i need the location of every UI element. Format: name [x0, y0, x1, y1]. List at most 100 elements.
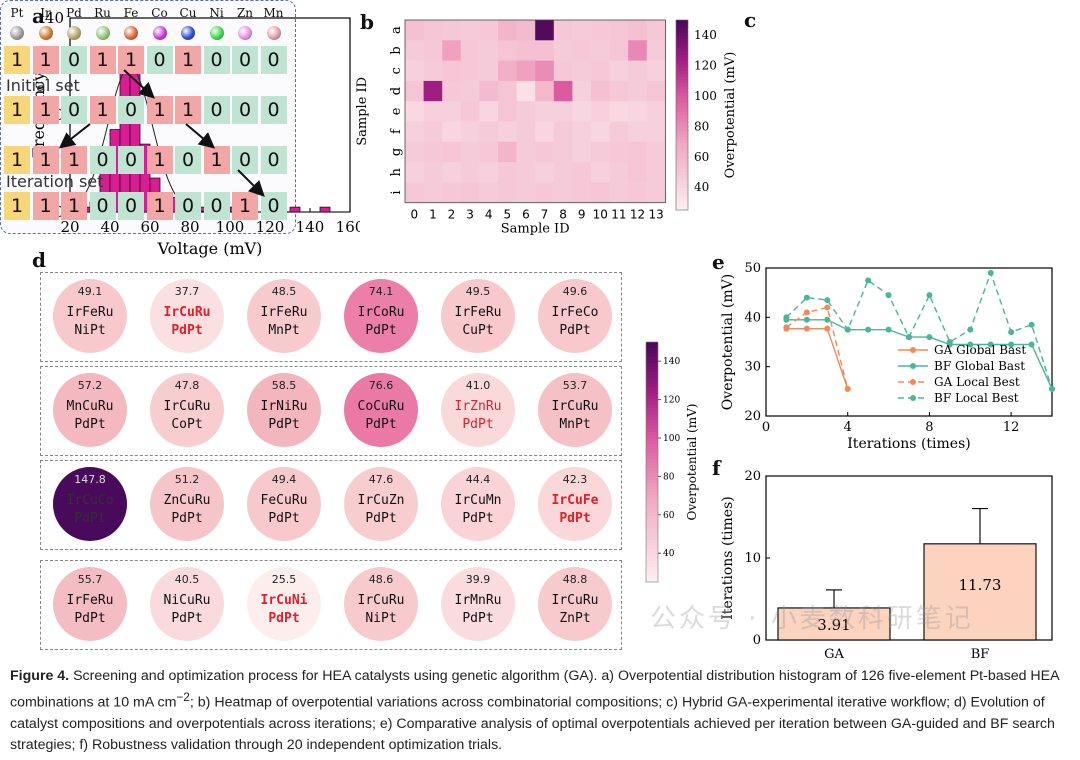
robustness-bar-chart: 3.91 GA 11.73 BF 0 10 20 Iterations (times) — [720, 469, 1053, 662]
composition-line-1: IrCuRu — [551, 593, 599, 608]
composition-line-1: CoCuRu — [357, 399, 405, 414]
legend-label: BF Global Bast — [934, 359, 1025, 373]
heatmap-cell — [553, 80, 573, 102]
series-point — [824, 325, 831, 332]
heatmap-cell — [479, 60, 499, 82]
colorbar-segment — [676, 121, 688, 125]
overpotential-value: 39.9 — [465, 573, 491, 586]
heatmap-cell — [628, 182, 648, 204]
histogram-bar — [319, 206, 331, 213]
gene-cell: 1 — [146, 96, 173, 124]
heatmap-cell — [423, 101, 443, 122]
colorbar-segment — [646, 357, 658, 361]
colorbar-segment — [646, 468, 658, 472]
heatmap-cell — [628, 80, 648, 102]
colorbar-segment — [676, 118, 688, 122]
colorbar-segment — [676, 54, 688, 59]
colorbar-segment — [676, 39, 688, 43]
heatmap-cell — [628, 20, 648, 41]
colorbar-segment — [646, 423, 658, 427]
heatmap-cell — [591, 80, 610, 102]
panel-label-e: e — [712, 250, 725, 274]
composition-line-1: IrFeRu — [66, 305, 114, 320]
gene-cell: 1 — [203, 146, 230, 174]
colorbar-segment — [676, 184, 688, 189]
panel-label-d: d — [32, 248, 46, 272]
gene-cell: 0 — [203, 96, 230, 124]
heatmap-cell — [646, 121, 666, 143]
gene-cell: 0 — [260, 46, 287, 74]
colorbar-segment — [646, 576, 658, 580]
colorbar-segment — [646, 348, 658, 352]
heatmap-y-tick: a — [389, 26, 404, 34]
heatmap-cell — [479, 101, 499, 122]
composition-line-1: IrCuRu — [163, 399, 211, 414]
heatmap-cell — [498, 60, 517, 82]
heatmap-cell — [553, 60, 573, 82]
composition-line-2: NiPt — [74, 323, 106, 338]
heatmap-cell — [479, 182, 499, 204]
composition-line-1: IrCuRu — [357, 593, 405, 608]
series-point — [824, 297, 831, 304]
composition-line-1: IrFeRu — [454, 305, 502, 320]
composition-line-2: MnPt — [559, 417, 591, 432]
heatmap-x-tick: 11 — [611, 208, 626, 222]
heatmap-cell — [535, 20, 555, 41]
colorbar-segment — [676, 96, 688, 100]
composition-line-1: IrFeRu — [66, 593, 114, 608]
colorbar-segment — [646, 402, 658, 406]
overpotential-value: 51.2 — [174, 473, 200, 486]
heatmap-cell — [609, 60, 629, 82]
series-point — [803, 294, 810, 301]
colorbar-segment — [676, 83, 688, 87]
gene-cell: 1 — [32, 96, 59, 124]
heatmap-x-tick: 0 — [410, 208, 418, 222]
colorbar-segment — [676, 115, 688, 119]
colorbar-tick-label: 80 — [694, 119, 709, 133]
heatmap-cell — [553, 40, 573, 61]
colorbar-segment — [646, 555, 658, 559]
heatmap-cell — [405, 80, 424, 102]
heatmap-cell — [405, 141, 424, 163]
heatmap-cell — [553, 162, 573, 183]
overpotential-value: 48.6 — [368, 573, 394, 586]
colorbar-segment — [676, 130, 688, 135]
heatmap-cell — [572, 182, 592, 204]
colorbar-segment — [646, 396, 658, 400]
x-axis-label: Voltage (mV) — [157, 239, 263, 258]
initial-set-label: Initial set — [6, 76, 80, 95]
overpotential-value: 48.8 — [562, 573, 588, 586]
heatmap-cell — [405, 60, 424, 82]
element-ball-icon — [10, 26, 24, 40]
colorbar-segment — [646, 498, 658, 502]
gene-cell: 1 — [32, 192, 59, 220]
colorbar-tick-label: 40 — [694, 180, 709, 194]
heatmap-x-tick: 2 — [448, 208, 456, 222]
heatmap-cell — [498, 182, 517, 204]
heatmap-cell — [460, 80, 480, 102]
colorbar-segment — [646, 393, 658, 397]
heatmap-cell — [405, 162, 424, 183]
colorbar-segment — [646, 399, 658, 403]
heatmap-cell — [572, 101, 592, 122]
heatmap-cell — [591, 121, 610, 143]
gene-cell: 1 — [4, 96, 30, 124]
colorbar-segment — [676, 48, 688, 53]
heatmap-cell — [572, 80, 592, 102]
colorbar-segment — [646, 354, 658, 358]
x-category-label: GA — [824, 647, 844, 662]
series-point — [865, 277, 872, 284]
composition-circle: 57.2 MnCuRu PdPt — [53, 373, 127, 447]
overpotential-value: 48.5 — [271, 285, 297, 298]
composition-line-1: MnCuRu — [66, 399, 114, 414]
heatmap-x-tick: 8 — [559, 208, 567, 222]
panel-label-b: b — [360, 10, 374, 34]
gene-cell: 1 — [89, 96, 116, 124]
colorbar-segment — [646, 378, 658, 382]
x-tick-label: 140 — [296, 218, 325, 236]
heatmap-cell — [442, 20, 462, 41]
heatmap-cell — [646, 162, 666, 183]
series-point — [987, 269, 994, 276]
x-tick-label: 160 — [336, 218, 360, 236]
gene-cell: 0 — [118, 96, 144, 124]
